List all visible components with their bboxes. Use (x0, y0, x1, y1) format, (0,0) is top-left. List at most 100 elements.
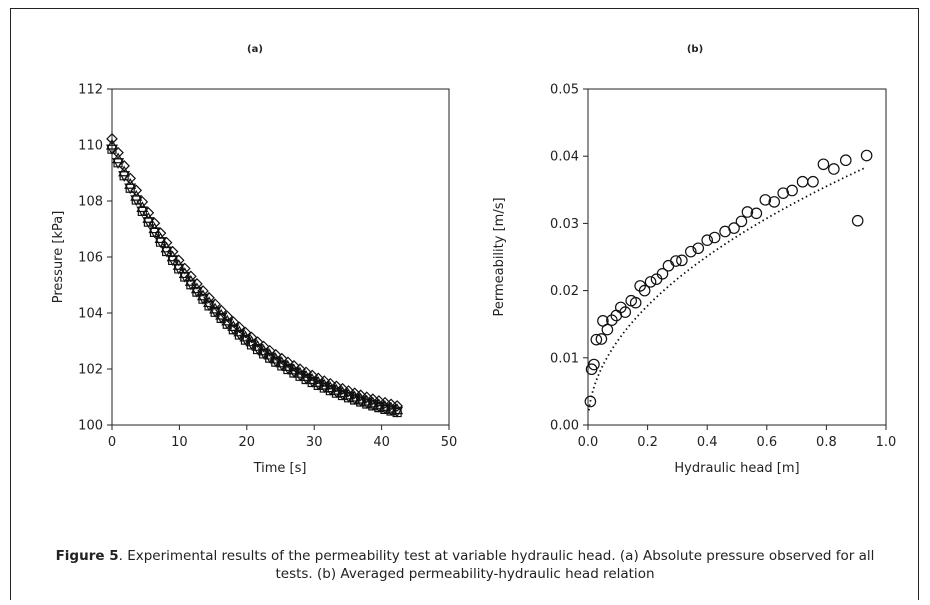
chart-a-series-1-point (360, 391, 373, 404)
chart-b-x-ticks: 0.0 0.2 0.4 0.6 0.8 1.0 (578, 425, 896, 450)
chart-b-x-tick-label: 0.2 (637, 435, 658, 450)
chart-a-y-tick-label: 108 (78, 195, 103, 210)
chart-a-series-4-point (149, 227, 160, 237)
chart-a-series-4-point (222, 319, 232, 329)
chart-b-x-tick-label: 0.6 (756, 435, 777, 450)
chart-b-x-label: Hydraulic head [m] (674, 461, 799, 476)
chart-a-y-tick-label: 112 (78, 83, 103, 98)
chart-b-trendline (587, 166, 866, 411)
chart-a-series-4-point (313, 380, 323, 390)
chart-a-x-tick-label: 0 (108, 435, 116, 450)
chart-a-series-1-point (118, 160, 130, 172)
chart-a-x-tick-label: 20 (239, 435, 256, 450)
chart-b-point (759, 194, 772, 206)
chart-b-point (851, 214, 864, 227)
chart-a-series-1-point (312, 372, 325, 385)
chart-b-point (741, 206, 754, 218)
chart-a-series-3-point (196, 293, 210, 305)
chart-a-x-label: Time [s] (253, 461, 307, 476)
chart-b-marks (584, 149, 873, 411)
chart-b-point (750, 207, 763, 220)
chart-a-series-1-point (112, 146, 124, 159)
chart-a-series-1-point (342, 385, 355, 397)
figure-frame (10, 8, 919, 600)
chart-a-series-4-point (380, 404, 390, 414)
chart-b-y-tick-label: 0.01 (550, 351, 579, 366)
chart-b-y-tick-label: 0.02 (550, 284, 579, 299)
chart-a: (a) 0 10 20 30 40 50 100 102 104 106 108 110 112 Ti… (51, 44, 457, 476)
chart-b-y-tick-label: 0.04 (550, 150, 579, 165)
chart-a-series-4-point (186, 280, 196, 290)
chart-a-series-4-point (265, 353, 275, 363)
chart-a-plot-area (111, 88, 450, 426)
chart-a-x-tick-label: 50 (441, 435, 458, 450)
chart-a-series-1-point (366, 393, 379, 406)
chart-b-point (807, 175, 819, 188)
chart-a-series-4-point (374, 403, 384, 413)
chart-a-series-4-point (368, 401, 378, 411)
chart-a-series-4-point (240, 335, 251, 345)
chart-a-x-tick-label: 10 (171, 435, 188, 450)
chart-a-series-1-point (379, 396, 391, 409)
chart-a-y-label: Pressure [kPa] (51, 211, 66, 304)
chart-b-title: (b) (687, 44, 703, 55)
chart-a-series-4-point (131, 195, 141, 205)
chart-b: (b) 0.0 0.2 0.4 0.6 0.8 1.0 0.000.010.020.030… (492, 44, 896, 476)
chart-a-series-4-point (350, 395, 360, 405)
chart-b-point (786, 184, 798, 197)
chart-a-series-1-point (354, 389, 367, 402)
chart-a-series-3-point (215, 313, 228, 324)
figure-caption-text: . Experimental results of the permeabili… (118, 548, 875, 582)
chart-a-series-4-point (198, 294, 208, 304)
chart-a-x-tick-label: 30 (306, 435, 323, 450)
chart-a-series-1-point (324, 377, 337, 390)
chart-a-series-4-point (307, 377, 317, 388)
chart-a-series-4-point (392, 407, 402, 418)
chart-a-y-tick-label: 102 (78, 363, 103, 378)
chart-a-y-tick-label: 100 (78, 419, 103, 434)
chart-a-series-2-point (105, 138, 119, 150)
chart-a-series-4-point (362, 399, 372, 409)
chart-a-series-4-point (259, 349, 269, 359)
chart-a-series-4-point (216, 313, 226, 324)
chart-b-point (817, 158, 830, 171)
chart-b-x-tick-label: 0.8 (816, 435, 837, 450)
chart-a-series-3-point (184, 279, 197, 291)
chart-a-series-3-point (209, 306, 222, 318)
chart-b-point (601, 323, 614, 336)
chart-b-point (777, 187, 789, 199)
chart-a-series-4-point (289, 368, 299, 378)
chart-b-y-ticks: 0.00 0.01 0.02 0.03 0.04 0.05 (550, 83, 588, 434)
chart-b-x-tick-label: 0.4 (697, 435, 718, 450)
chart-a-series-1-point (306, 369, 319, 382)
chart-b-point (735, 215, 748, 228)
chart-b-point (650, 273, 663, 285)
chart-a-series-1-point (106, 132, 118, 145)
chart-b-point (768, 196, 781, 208)
chart-a-series-3-point (190, 286, 203, 298)
chart-a-series-4-point (356, 397, 366, 407)
chart-b-point (796, 175, 809, 188)
chart-a-series-1-point (330, 380, 343, 393)
chart-a-x-ticks: 0 10 20 30 40 50 (108, 425, 457, 450)
chart-a-series-3-point (221, 318, 234, 330)
chart-b-point (670, 255, 682, 267)
chart-a-series-4-point (252, 344, 263, 355)
chart-a-series-4-point (161, 246, 172, 257)
chart-a-series-1-point (318, 375, 331, 387)
chart-a-y-ticks: 100 102 104 106 108 110 112 (78, 83, 112, 434)
chart-a-title: (a) (247, 44, 263, 55)
chart-b-point (685, 245, 697, 258)
chart-b-point (644, 276, 657, 288)
chart-a-series-1-point (373, 395, 385, 407)
chart-b-point (595, 333, 608, 345)
chart-b-point (676, 254, 688, 267)
chart-a-x-tick-label: 40 (373, 435, 390, 450)
chart-a-series-4-point (283, 364, 293, 375)
chart-b-point (728, 222, 740, 234)
chart-a-series-4-point (295, 371, 305, 381)
chart-a-y-tick-label: 106 (78, 251, 103, 266)
chart-b-point (656, 267, 669, 280)
chart-a-series-4-point (125, 183, 135, 193)
